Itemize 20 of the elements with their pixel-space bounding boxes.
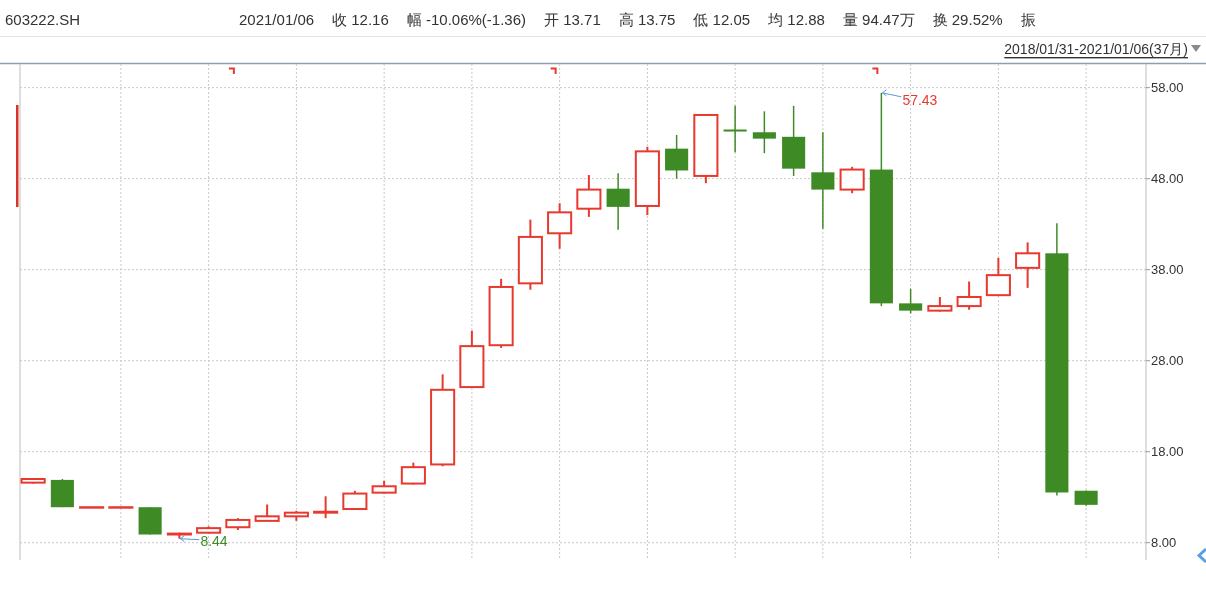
text: 振 [1020,10,1036,28]
y-tick-label: 58.00 [1151,80,1184,96]
y-tick-label: 38.00 [1151,262,1184,278]
y-tick-label: 8.00 [1151,535,1177,551]
text: 开 13.71 [544,10,601,28]
text: 换 29.52% [932,10,1003,28]
text: 2021/01/06 [239,10,315,28]
text: 均 12.88 [767,10,825,28]
text: 高 13.75 [618,10,676,28]
chart-title: 603222.SH [5,10,81,28]
text: 低 12.05 [693,10,751,28]
y-tick-label: 18.00 [1151,444,1184,460]
y-tick-label: 28.00 [1151,353,1184,369]
annotation: 57.43 [902,91,938,108]
annotation: 8.44 [200,532,228,549]
text: 幅 -10.06%(-1.36) [406,10,527,28]
text: 量 94.47万 [842,10,915,28]
text: 收 12.16 [332,10,389,28]
chart-subtitle: 2018/01/31-2021/01/06(37月) [1004,41,1188,57]
y-tick-label: 48.00 [1151,171,1184,187]
